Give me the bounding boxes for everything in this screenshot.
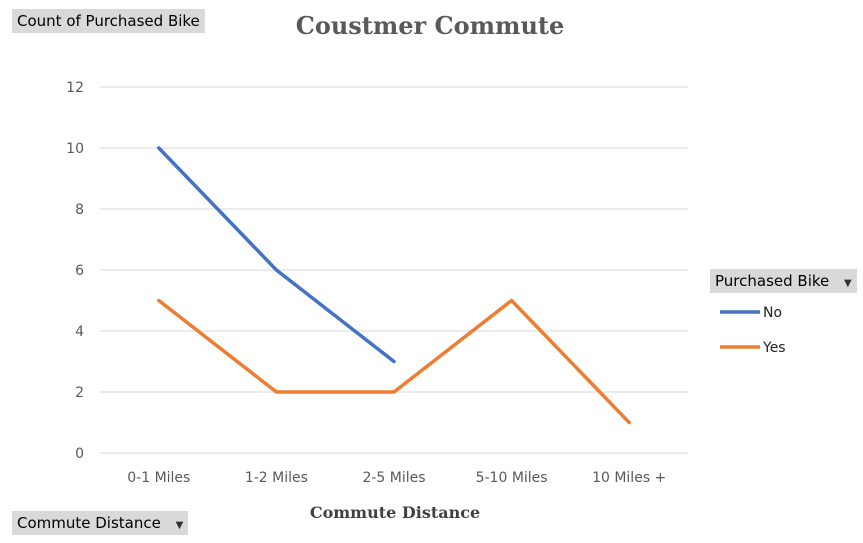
value-field-label: Count of Purchased Bike xyxy=(17,12,200,30)
axis-field-label: Commute Distance xyxy=(17,514,161,532)
series-line-no xyxy=(157,146,396,364)
chart-title: Coustmer Commute xyxy=(296,11,565,40)
x-tick-label: 2-5 Miles xyxy=(362,470,425,486)
legend-field-label: Purchased Bike xyxy=(715,272,830,290)
x-tick-label: 0-1 Miles xyxy=(127,470,190,486)
x-tick-label: 1-2 Miles xyxy=(245,470,308,486)
x-axis-title: Commute Distance xyxy=(310,503,480,522)
axis-field-dropdown-icon: ▼ xyxy=(175,520,184,531)
y-tick-label: 10 xyxy=(66,141,84,157)
axis-field-button[interactable]: Commute Distance ▼ xyxy=(12,511,189,535)
y-tick-label: 8 xyxy=(75,202,84,218)
y-tick-label: 12 xyxy=(66,80,84,96)
gridlines xyxy=(100,86,688,454)
value-field-button[interactable]: Count of Purchased Bike xyxy=(12,9,205,33)
series-lines xyxy=(157,146,631,425)
y-axis-ticks: 0 2 4 6 8 10 12 xyxy=(66,80,84,462)
legend: No Yes xyxy=(720,305,786,356)
y-tick-label: 0 xyxy=(75,446,84,462)
x-tick-label: 10 Miles + xyxy=(592,470,666,486)
y-tick-label: 6 xyxy=(75,263,84,279)
legend-field-dropdown-icon: ▼ xyxy=(844,278,852,289)
series-line-yes xyxy=(157,298,631,425)
legend-field-button[interactable]: Purchased Bike ▼ xyxy=(710,269,857,293)
y-tick-label: 4 xyxy=(75,324,84,340)
x-tick-label: 5-10 Miles xyxy=(476,470,548,486)
y-tick-label: 2 xyxy=(75,385,84,401)
legend-label-yes: Yes xyxy=(762,340,786,356)
x-axis-ticks: 0-1 Miles 1-2 Miles 2-5 Miles 5-10 Miles 10 … xyxy=(127,470,666,486)
legend-label-no: No xyxy=(763,305,782,321)
